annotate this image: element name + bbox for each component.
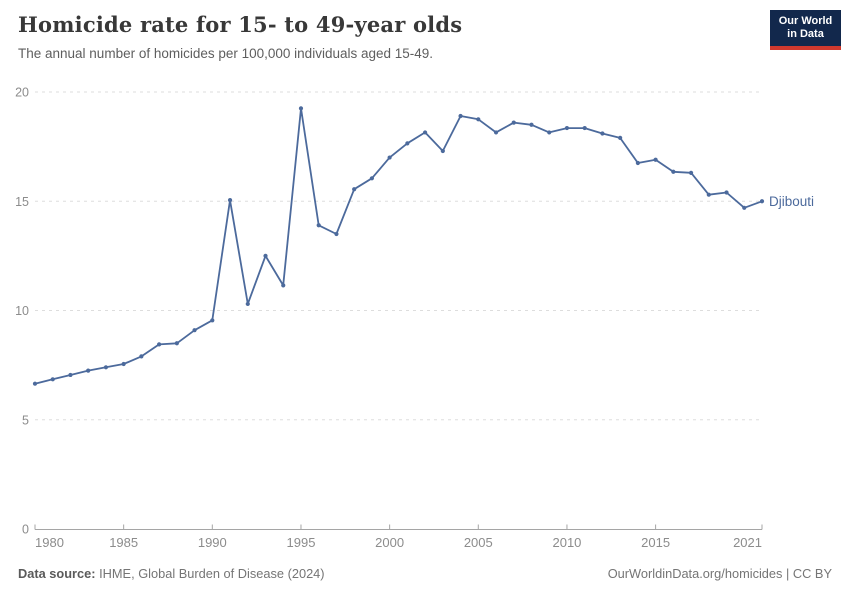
page-title: Homicide rate for 15- to 49-year olds xyxy=(18,12,463,37)
data-point[interactable] xyxy=(653,157,658,162)
x-tick-label: 2010 xyxy=(552,535,581,550)
x-tick-label: 2005 xyxy=(464,535,493,550)
owid-logo[interactable]: Our World in Data xyxy=(770,10,841,50)
data-point[interactable] xyxy=(210,318,215,323)
data-point[interactable] xyxy=(671,169,676,174)
data-point[interactable] xyxy=(86,368,91,373)
data-point[interactable] xyxy=(68,372,73,378)
data-point[interactable] xyxy=(157,342,162,347)
data-point[interactable] xyxy=(724,190,729,195)
chart-footer: Data source: IHME, Global Burden of Dise… xyxy=(18,566,832,581)
data-point[interactable] xyxy=(405,141,410,146)
data-point[interactable] xyxy=(139,354,144,359)
data-point[interactable] xyxy=(476,117,481,122)
data-point[interactable] xyxy=(759,199,765,204)
data-point[interactable] xyxy=(458,113,463,119)
x-tick-label: 1980 xyxy=(35,535,64,550)
data-point[interactable] xyxy=(440,148,445,154)
data-point[interactable] xyxy=(174,341,179,346)
data-point[interactable] xyxy=(192,328,197,333)
data-point[interactable] xyxy=(103,365,109,370)
data-point[interactable] xyxy=(635,160,640,166)
x-tick-label: 2021 xyxy=(733,535,762,550)
chart-header: Homicide rate for 15- to 49-year olds Th… xyxy=(18,12,758,61)
data-source-note: Data source: IHME, Global Burden of Dise… xyxy=(18,566,325,581)
data-point[interactable] xyxy=(600,131,605,136)
data-point[interactable] xyxy=(281,283,286,288)
owid-logo-line1: Our World xyxy=(778,15,833,27)
data-point[interactable] xyxy=(564,125,570,131)
data-point[interactable] xyxy=(50,377,55,382)
y-tick-label: 0 xyxy=(22,523,29,537)
x-tick-label: 1990 xyxy=(198,535,227,550)
data-point[interactable] xyxy=(547,130,552,135)
y-tick-label: 15 xyxy=(15,195,29,209)
data-source-value: IHME, Global Burden of Disease (2024) xyxy=(95,566,325,581)
attribution-link[interactable]: OurWorldinData.org/homicides | CC BY xyxy=(607,566,832,581)
x-tick-label: 1985 xyxy=(109,535,138,550)
data-point[interactable] xyxy=(298,106,304,111)
data-point[interactable] xyxy=(263,253,268,258)
x-tick-label: 2015 xyxy=(641,535,670,550)
x-tick-label: 1995 xyxy=(287,535,316,550)
data-point[interactable] xyxy=(529,122,534,127)
owid-logo-line2: in Data xyxy=(787,28,824,40)
series-label[interactable]: Djibouti xyxy=(769,194,814,209)
data-point[interactable] xyxy=(227,198,233,203)
data-point[interactable] xyxy=(618,135,623,140)
data-point[interactable] xyxy=(121,361,126,367)
data-point[interactable] xyxy=(511,120,516,125)
data-point[interactable] xyxy=(493,130,499,135)
y-tick-label: 5 xyxy=(22,413,29,427)
y-tick-label: 20 xyxy=(15,86,29,100)
y-tick-label: 10 xyxy=(15,304,29,318)
page-subtitle: The annual number of homicides per 100,0… xyxy=(18,46,434,61)
data-point[interactable] xyxy=(688,170,694,175)
x-tick-label: 2000 xyxy=(375,535,404,550)
series-line[interactable] xyxy=(34,107,763,385)
data-point[interactable] xyxy=(334,231,339,237)
data-point[interactable] xyxy=(742,205,747,210)
data-point[interactable] xyxy=(352,187,357,192)
data-source-label: Data source: xyxy=(18,566,96,581)
data-point[interactable] xyxy=(245,301,250,307)
data-point[interactable] xyxy=(706,192,711,197)
data-point[interactable] xyxy=(316,223,321,228)
data-point[interactable] xyxy=(387,155,392,160)
data-point[interactable] xyxy=(32,381,38,386)
data-point[interactable] xyxy=(422,130,428,135)
data-point[interactable] xyxy=(369,176,375,181)
data-point[interactable] xyxy=(582,125,587,131)
